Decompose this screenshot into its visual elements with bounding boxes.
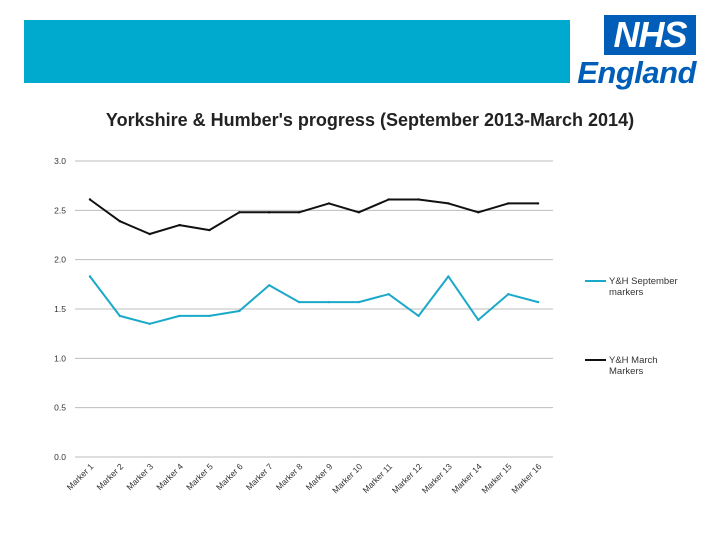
x-tick-label: Marker 16: [509, 461, 543, 495]
data-point: [148, 232, 151, 236]
data-point: [88, 198, 92, 201]
y-tick-label: 2.5: [54, 205, 66, 215]
nhs-logo-box: NHS: [604, 15, 696, 55]
data-point: [118, 314, 122, 318]
data-point: [267, 284, 271, 287]
data-point: [506, 293, 510, 296]
data-point: [477, 211, 480, 214]
x-tick-label: Marker 1: [65, 461, 96, 492]
data-point: [178, 223, 181, 227]
data-point: [88, 275, 92, 278]
x-tick-label: Marker 15: [479, 461, 513, 495]
x-tick-label: Marker 6: [214, 461, 245, 492]
y-tick-label: 1.0: [54, 353, 66, 363]
series-line-0: [89, 275, 539, 325]
x-tick-label: Marker 3: [124, 461, 155, 492]
x-tick-label: Marker 5: [184, 461, 215, 492]
y-tick-label: 3.0: [54, 156, 66, 166]
y-tick-label: 2.0: [54, 255, 66, 265]
data-point: [506, 202, 510, 205]
data-point: [238, 211, 241, 214]
chart-title: Yorkshire & Humber's progress (September…: [105, 110, 635, 130]
data-point: [417, 198, 420, 201]
x-tick-label: Marker 8: [274, 461, 305, 492]
legend-label-0-cont: markers: [609, 287, 644, 298]
england-logo-word: England: [577, 55, 696, 90]
data-point: [477, 318, 480, 322]
data-point: [297, 211, 301, 214]
data-point: [327, 202, 331, 205]
series-line-1: [89, 198, 539, 235]
data-point: [208, 314, 211, 318]
x-tick-label: Marker 10: [330, 461, 364, 495]
data-point: [536, 202, 540, 205]
x-tick-label: Marker 4: [154, 461, 185, 492]
header-bar: [24, 20, 570, 83]
data-point: [447, 202, 450, 205]
data-point: [118, 219, 122, 223]
x-tick-label: Marker 13: [420, 461, 454, 495]
x-tick-label: Marker 14: [450, 461, 484, 495]
y-tick-label: 0.0: [54, 452, 66, 462]
y-tick-label: 1.5: [54, 304, 66, 314]
data-point: [238, 309, 241, 313]
data-point: [148, 322, 151, 325]
x-tick-label: Marker 12: [390, 461, 424, 495]
data-point: [267, 211, 271, 214]
x-tick-label: Marker 11: [360, 461, 394, 495]
data-point: [357, 211, 361, 214]
x-tick-label: Marker 7: [244, 461, 275, 492]
legend-label-1-cont: Markers: [609, 366, 644, 377]
nhs-england-logo: NHS England: [577, 15, 698, 91]
legend-label-1: Y&H March: [609, 355, 658, 366]
data-point: [357, 300, 361, 304]
x-tick-label: Marker 2: [94, 461, 125, 492]
data-point: [387, 293, 390, 296]
data-point: [327, 300, 331, 304]
data-point: [536, 300, 540, 304]
data-point: [178, 314, 181, 318]
y-tick-label: 0.5: [54, 403, 66, 413]
legend-label-0: Y&H September: [609, 276, 678, 287]
data-point: [208, 228, 211, 232]
data-point: [387, 198, 390, 201]
data-point: [297, 300, 301, 304]
data-point: [447, 275, 450, 278]
data-point: [417, 314, 420, 318]
